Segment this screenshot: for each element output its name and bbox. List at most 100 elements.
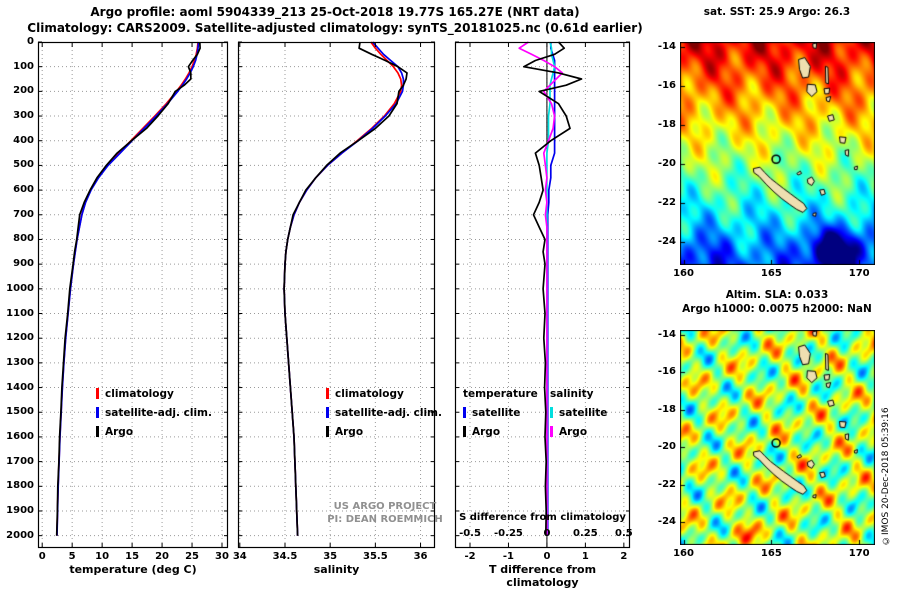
figure-title-line1: Argo profile: aoml 5904339_213 25-Oct-20…: [90, 5, 580, 19]
sla-lat-tick-label: -18: [657, 403, 676, 415]
climatology-line-swatch: [326, 388, 329, 399]
salinity-x-tick-label: 36: [413, 551, 428, 562]
legend-entry-salinity-satellite: satellite: [550, 403, 607, 422]
depth-tick-label: 300: [13, 110, 34, 122]
depth-tick-label: 1400: [6, 381, 34, 393]
difference-x-tick-label: 0: [543, 551, 551, 562]
depth-tick-label: 400: [13, 134, 34, 146]
sst-lat-tick-label: -24: [657, 235, 676, 247]
sst-lat-tick-label: -20: [657, 157, 676, 169]
s-difference-tick-label: 0.5: [614, 528, 633, 539]
climatology-line-swatch: [96, 388, 99, 399]
sal_argo-line-swatch: [550, 426, 553, 437]
salinity-series-Argo: [283, 41, 408, 536]
sla-lat-tick-label: -24: [657, 516, 676, 528]
temperature-axis-label: temperature (deg C): [69, 563, 197, 576]
sla-lat-tick-label: -14: [657, 328, 676, 340]
difference-x-tick-label: -1: [502, 551, 514, 562]
s-difference-tick-label: 0: [543, 528, 551, 539]
sst-lat-tick-label: -18: [657, 118, 676, 130]
temperature-x-tick-label: 30: [215, 551, 229, 562]
legend-group-title: temperature: [463, 387, 538, 400]
legend-entry-argo: Argo: [96, 422, 212, 441]
depth-tick-label: 800: [13, 233, 34, 245]
depth-tick-label: 1900: [6, 504, 34, 516]
sla-lat-tick-label: -20: [657, 441, 676, 453]
legend-label: Argo: [559, 425, 588, 438]
us-argo-watermark: US ARGO PROJECT PI: DEAN ROEMMICH: [285, 500, 485, 526]
satellite-line-swatch: [326, 407, 329, 418]
temperature-x-tick-label: 25: [185, 551, 199, 562]
sla-map-canvas: [680, 330, 875, 545]
legend-label: climatology: [105, 387, 174, 400]
salinity-x-tick-label: 34: [232, 551, 247, 562]
difference-legend-salinity: salinity satellite Argo: [550, 384, 607, 441]
legend-group-title: salinity: [550, 387, 594, 400]
salinity-axis-label: salinity: [313, 563, 360, 576]
sst-map-panel: 160 165 170 -14 -16 -18 -20 -22 -24: [658, 41, 875, 279]
sst-lon-tick-label: 165: [760, 268, 782, 279]
depth-tick-label: 2000: [6, 529, 34, 541]
salinity-series-satellite-adj-clim: [283, 41, 405, 536]
sla-lat-tick-label: -16: [657, 366, 676, 378]
legend-label: climatology: [335, 387, 404, 400]
sst-map-title: sat. SST: 25.9 Argo: 26.3: [703, 6, 851, 18]
temperature-legend: climatology satellite-adj. clim. Argo: [96, 384, 212, 441]
depth-tick-label: 700: [13, 208, 34, 220]
temperature-x-tick-label: 10: [95, 551, 110, 562]
legend-label: satellite: [559, 406, 608, 419]
depth-tick-label: 1500: [6, 406, 34, 418]
difference-legend-temperature: temperature satellite Argo: [463, 384, 538, 441]
legend-label: satellite-adj. clim.: [105, 406, 212, 419]
temperature-x-tick-label: 0: [38, 551, 46, 562]
sla-lon-tick-label: 165: [760, 548, 782, 559]
watermark-line1: US ARGO PROJECT: [333, 501, 437, 512]
sst-lon-tick-label: 170: [848, 268, 870, 279]
depth-tick-label: 1700: [6, 455, 34, 467]
sla-map-panel: 160 165 170 -14 -16 -18 -20 -22 -24: [658, 329, 875, 559]
depth-tick-label: 100: [13, 60, 34, 72]
sst-lon-tick-label: 160: [673, 268, 694, 279]
figure-title-line2: Climatology: CARS2009. Satellite-adjuste…: [27, 21, 643, 35]
legend-label: satellite: [472, 406, 521, 419]
difference-x-tick-label: 1: [581, 551, 589, 562]
legend-entry-temperature-Argo: Argo: [463, 422, 538, 441]
depth-tick-label: 1800: [6, 480, 34, 492]
legend-entry-salinity-Argo: Argo: [550, 422, 607, 441]
sla-lat-tick-label: -22: [657, 478, 676, 490]
salinity-x-tick-label: 35.5: [363, 551, 388, 562]
salinity-legend: climatology satellite-adj. clim. Argo: [326, 384, 442, 441]
imos-credit: ©IMOS 20-Dec-2018 05:39:16: [881, 407, 891, 545]
depth-tick-label: 1100: [6, 307, 34, 319]
difference-x-tick-label: -2: [464, 551, 476, 562]
legend-entry-satellite-adj-clim-: satellite-adj. clim.: [96, 403, 212, 422]
sst-lat-tick-label: -16: [657, 79, 676, 91]
temperature-x-tick-label: 20: [155, 551, 170, 562]
difference-profile-panel: -2 -1 0 1 2 -0.5 -0.25 0 0.25 0.5 temperature satel…: [454, 41, 633, 562]
watermark-line2: PI: DEAN ROEMMICH: [327, 514, 443, 525]
temperature-x-tick-label: 5: [68, 551, 76, 562]
salinity-profile-panel: 34 34.5 35 35.5 36 climatology satellite-adj. …: [233, 41, 442, 562]
legend-entry-climatology: climatology: [96, 384, 212, 403]
temperature-x-tick-label: 15: [125, 551, 140, 562]
depth-tick-label: 0: [27, 36, 34, 47]
legend-entry-climatology: climatology: [326, 384, 442, 403]
sla-lon-tick-label: 160: [673, 548, 694, 559]
s-difference-tick-label: -0.5: [459, 528, 481, 539]
depth-tick-label: 900: [13, 258, 34, 270]
t-difference-axis-label: T difference from climatology: [488, 563, 597, 589]
depth-tick-label: 500: [13, 159, 34, 171]
sst-lat-tick-label: -14: [657, 40, 676, 52]
depth-tick-label: 600: [13, 184, 34, 196]
salinity-x-tick-label: 34.5: [272, 551, 298, 562]
depth-tick-label: 1200: [6, 332, 34, 344]
sal_satellite-line-swatch: [550, 407, 553, 418]
depth-tick-label: 1600: [6, 430, 34, 442]
argo-line-swatch: [96, 426, 99, 437]
salinity-x-tick-label: 35: [323, 551, 338, 562]
legend-entry-temperature-satellite: satellite: [463, 403, 538, 422]
sst-map-canvas: [680, 42, 875, 265]
legend-label: Argo: [105, 425, 134, 438]
satellite-line-swatch: [463, 407, 466, 418]
